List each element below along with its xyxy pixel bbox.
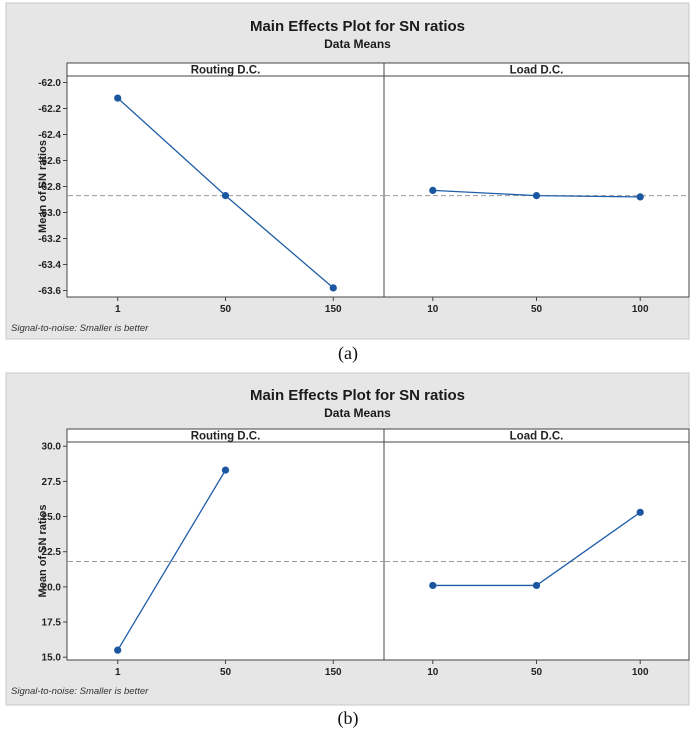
- data-point: [221, 466, 230, 474]
- y-axis-label: Mean of SN ratios: [37, 505, 49, 598]
- panel-strip-label: Load D.C.: [510, 431, 564, 443]
- panel-strip-label: Load D.C.: [510, 65, 564, 77]
- y-tick-label: 27.5: [42, 477, 62, 488]
- data-point: [114, 646, 122, 654]
- x-tick-label: 50: [531, 667, 543, 678]
- y-tick-label: -62.8: [38, 182, 61, 193]
- data-point: [636, 193, 644, 201]
- panel-strip: [383, 62, 690, 77]
- panel-strip-label: Routing D.C.: [191, 431, 261, 443]
- x-tick-label: 50: [220, 667, 232, 678]
- panel-load: Load D.C. 10 50 100: [383, 428, 690, 678]
- y-tick-label: 20.0: [42, 582, 62, 593]
- y-tick-label: -62.6: [38, 156, 61, 167]
- chart-subtitle: Data Means: [324, 37, 391, 51]
- series-line-segment: [117, 469, 227, 651]
- data-point: [114, 94, 122, 102]
- series-line-segment: [432, 189, 537, 197]
- data-point: [429, 581, 437, 590]
- chart-title: Main Effects Plot for SN ratios: [250, 387, 465, 404]
- panel-routing: Routing D.C.1 50 150: [66, 62, 385, 315]
- y-tick-label: -63.6: [38, 286, 61, 297]
- y-tick-label: 25.0: [42, 512, 62, 523]
- y-tick-label: -63.2: [38, 234, 61, 245]
- chart-a: Main Effects Plot for SN ratios Data Mean…: [5, 2, 690, 340]
- y-tick-label: -63.4: [38, 260, 61, 271]
- x-tick-label: 10: [427, 304, 439, 315]
- series-line-segment: [117, 97, 226, 197]
- series-line-segment: [536, 511, 641, 586]
- panel-plot-area: [383, 441, 690, 661]
- series-line-segment: [225, 195, 334, 289]
- series-line-segment: [536, 194, 641, 198]
- data-point: [221, 192, 230, 200]
- footnote: Signal-to-noise: Smaller is better: [11, 323, 149, 334]
- x-tick-label: 150: [325, 667, 342, 678]
- y-tick-label: 17.5: [42, 618, 62, 629]
- chart-b: Main Effects Plot for SN ratios Data Mean…: [5, 372, 690, 706]
- y-tick-label: -62.2: [38, 104, 61, 115]
- x-tick-label: 150: [325, 304, 342, 315]
- x-tick-label: 1: [115, 667, 121, 678]
- panel-strip-label: Routing D.C.: [191, 65, 261, 77]
- figure-caption: (a): [338, 343, 358, 364]
- panel-load: Load D.C. 10 50 100: [383, 62, 690, 315]
- y-tick-label: -63.0: [38, 208, 61, 219]
- panel-plot-area: [383, 75, 690, 298]
- x-tick-label: 50: [531, 304, 543, 315]
- data-point: [429, 186, 437, 194]
- data-point: [329, 284, 337, 292]
- chart-title: Main Effects Plot for SN ratios: [250, 18, 465, 35]
- x-tick-label: 100: [632, 667, 649, 678]
- panel-routing: Routing D.C.1 50 150: [66, 428, 385, 678]
- x-tick-label: 10: [427, 667, 439, 678]
- x-tick-label: 100: [632, 304, 649, 315]
- data-point: [532, 581, 541, 590]
- panel-plot-area: [66, 75, 385, 298]
- y-tick-label: 22.5: [42, 547, 62, 558]
- y-tick-label: -62.0: [38, 78, 61, 89]
- y-tick-label: 15.0: [42, 653, 62, 664]
- footnote: Signal-to-noise: Smaller is better: [11, 686, 149, 697]
- figure-caption: (b): [338, 708, 359, 729]
- data-point: [636, 508, 644, 516]
- x-tick-label: 1: [115, 304, 121, 315]
- y-axis-label: Mean of SN ratios: [37, 140, 49, 233]
- x-tick-label: 50: [220, 304, 232, 315]
- data-point: [532, 192, 541, 200]
- chart-subtitle: Data Means: [324, 406, 391, 420]
- panel-strip: [383, 428, 690, 443]
- y-tick-label: -62.4: [38, 130, 61, 141]
- y-tick-label: 30.0: [42, 442, 62, 453]
- panel-plot-area: [66, 441, 385, 661]
